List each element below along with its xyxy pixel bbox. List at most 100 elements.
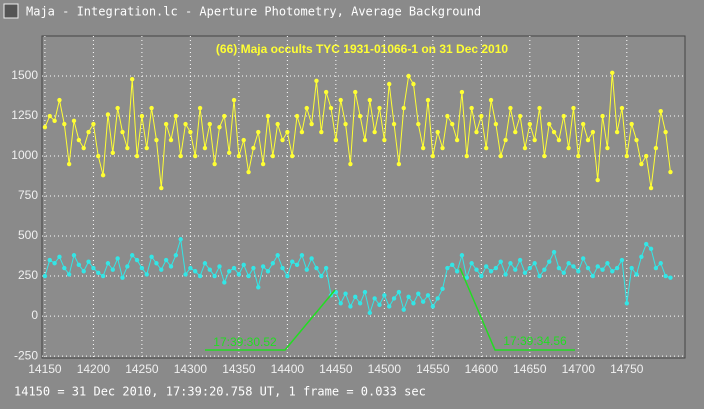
data-point (343, 291, 348, 296)
data-point (256, 285, 261, 290)
data-point (52, 118, 57, 124)
data-point (391, 121, 397, 127)
data-point (377, 105, 382, 111)
data-point (527, 121, 533, 127)
data-point (614, 129, 620, 135)
x-tick-label: 14350 (222, 362, 256, 376)
chart-title: (66) Maja occults TYC 1931-01066-1 on 31… (216, 42, 508, 56)
data-point (168, 137, 174, 143)
data-point (479, 273, 484, 279)
data-point (76, 137, 82, 143)
y-tick-label: -250 (14, 348, 38, 362)
data-point (134, 153, 140, 159)
data-point (57, 254, 62, 260)
data-point (348, 161, 353, 167)
data-point (100, 173, 106, 178)
data-point (474, 267, 479, 272)
data-point (566, 145, 571, 151)
data-point (401, 105, 406, 111)
data-point (105, 112, 111, 117)
data-point (542, 153, 547, 159)
app-icon (3, 3, 19, 19)
data-point (556, 137, 562, 143)
data-point (338, 97, 343, 103)
data-point (610, 70, 615, 76)
data-point (105, 261, 111, 266)
data-point (226, 269, 232, 274)
data-point (304, 267, 309, 272)
x-tick-label: 14200 (77, 362, 111, 376)
data-point (96, 270, 101, 276)
data-point (459, 89, 465, 95)
data-point (551, 129, 557, 135)
data-point (571, 105, 576, 111)
data-point (377, 302, 382, 308)
annotation-line (205, 289, 336, 351)
data-point (503, 137, 508, 143)
data-point (47, 113, 52, 119)
data-point (498, 153, 503, 159)
data-point (454, 137, 460, 143)
data-point (372, 129, 377, 135)
data-point (658, 261, 663, 266)
data-point (241, 262, 246, 268)
data-point (212, 161, 217, 167)
data-point (47, 257, 52, 263)
data-point (362, 289, 368, 295)
data-point (634, 137, 639, 143)
data-point (197, 105, 203, 111)
data-point (401, 307, 406, 312)
data-point (207, 267, 212, 272)
data-point (251, 145, 256, 151)
data-point (425, 97, 431, 103)
data-point (120, 275, 125, 280)
data-point (159, 267, 164, 272)
data-point (353, 294, 358, 300)
data-point (285, 129, 290, 135)
data-point (42, 125, 48, 130)
data-point (653, 145, 659, 151)
data-point (605, 261, 610, 266)
data-point (173, 113, 179, 119)
data-point (411, 81, 416, 87)
data-point (639, 161, 644, 167)
data-point (275, 121, 280, 127)
x-tick-label: 14250 (125, 362, 159, 376)
x-tick-label: 14750 (610, 362, 644, 376)
data-point (149, 254, 154, 260)
data-point (125, 264, 130, 269)
data-point (406, 73, 411, 79)
data-point (382, 137, 387, 143)
data-point (440, 286, 445, 292)
data-point (299, 129, 305, 135)
data-point (96, 153, 101, 159)
data-point (580, 121, 586, 127)
x-tick-label: 14300 (174, 362, 208, 376)
y-tick-label: 0 (31, 308, 38, 322)
data-point (450, 262, 455, 268)
data-point (115, 105, 120, 111)
data-point (202, 145, 208, 151)
x-tick-label: 14450 (319, 362, 353, 376)
data-point (663, 273, 668, 279)
data-point (420, 145, 426, 151)
data-point (183, 272, 188, 277)
data-point (294, 113, 300, 119)
data-point (81, 269, 86, 274)
data-point (115, 256, 120, 261)
data-point (217, 125, 222, 130)
data-point (527, 265, 533, 271)
data-point (309, 121, 314, 127)
x-tick-label: 14150 (28, 362, 62, 376)
data-point (139, 113, 145, 119)
data-point (236, 272, 242, 277)
x-tick-label: 14550 (416, 362, 450, 376)
data-point (76, 262, 82, 268)
data-point (566, 261, 571, 266)
data-point (197, 273, 203, 279)
data-point (246, 169, 251, 175)
data-point (62, 121, 67, 127)
data-point (391, 296, 397, 301)
data-point (576, 269, 581, 274)
data-point (595, 264, 600, 269)
